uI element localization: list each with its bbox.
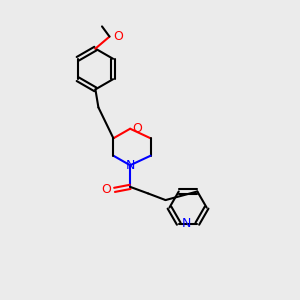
Text: N: N [125, 159, 135, 172]
Text: O: O [113, 29, 123, 43]
Text: O: O [133, 122, 142, 135]
Text: N: N [182, 217, 191, 230]
Text: O: O [101, 183, 111, 196]
